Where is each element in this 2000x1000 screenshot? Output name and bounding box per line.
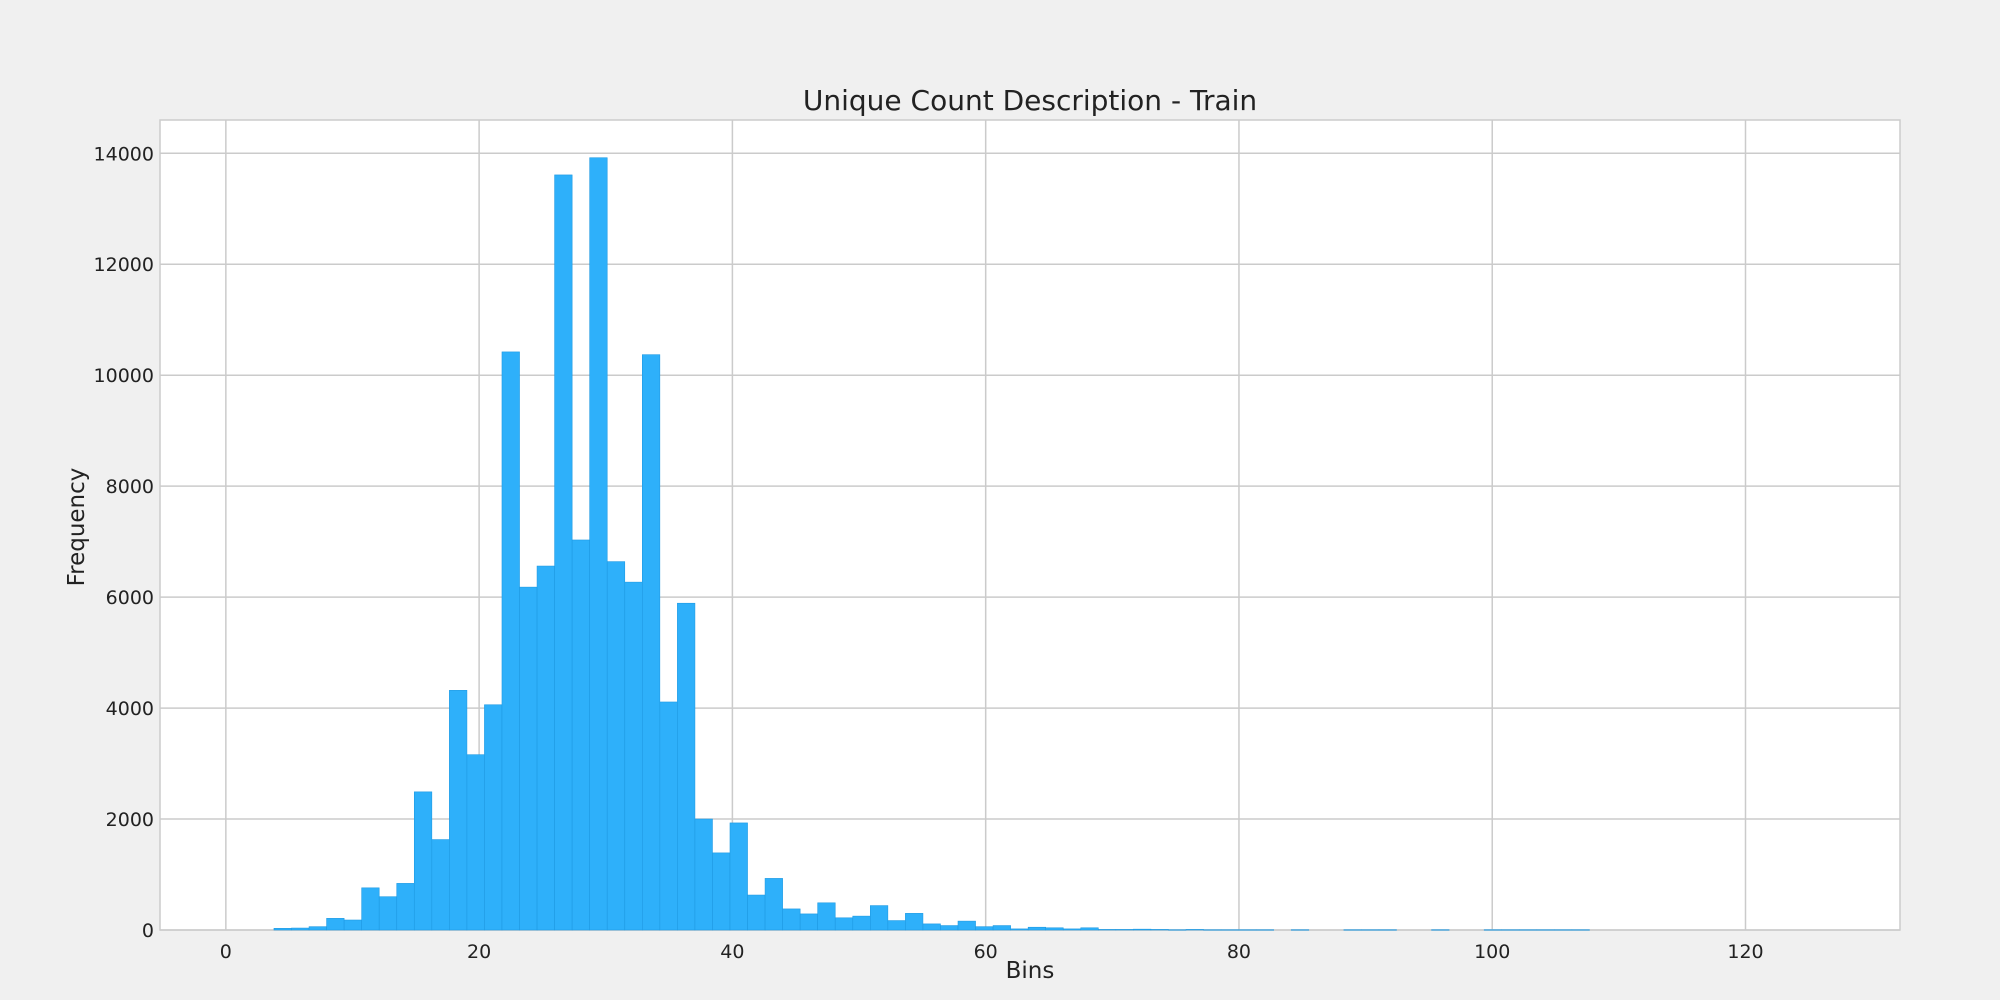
histogram-bar <box>1080 927 1099 931</box>
histogram-bar <box>764 878 783 931</box>
histogram-bar <box>905 913 924 931</box>
y-tick-label: 2000 <box>106 809 154 831</box>
histogram-bar <box>817 902 836 931</box>
x-tick-label: 20 <box>467 941 491 963</box>
histogram-bar <box>940 925 959 931</box>
histogram-bar <box>1115 929 1134 931</box>
histogram-bar <box>1536 929 1555 931</box>
histogram-bar <box>799 913 818 931</box>
histogram-bar <box>519 586 538 931</box>
histogram-bar <box>361 887 380 931</box>
histogram-bar <box>1571 929 1590 931</box>
histogram-bar <box>291 927 310 931</box>
histogram-bar <box>747 894 766 931</box>
histogram-bar <box>975 926 994 931</box>
histogram-bar <box>554 174 573 931</box>
histogram-bar <box>308 926 327 931</box>
histogram-bar <box>852 915 871 931</box>
y-tick-label: 4000 <box>106 698 154 720</box>
histogram-bar <box>922 923 941 931</box>
histogram-bar <box>641 354 661 931</box>
y-tick-label: 10000 <box>94 365 154 387</box>
histogram-bars <box>273 157 1590 931</box>
histogram-bar <box>659 701 678 931</box>
histogram-bar <box>712 852 731 931</box>
histogram-bar <box>501 351 520 931</box>
histogram-bar <box>694 818 713 931</box>
histogram-bar <box>326 918 345 931</box>
histogram-bar <box>1238 929 1257 931</box>
y-axis-label: Frequency <box>64 468 90 587</box>
y-tick-label: 8000 <box>106 476 154 498</box>
histogram-bar <box>1255 929 1275 931</box>
y-tick-label: 6000 <box>106 587 154 609</box>
histogram-bar <box>1501 929 1520 931</box>
histogram-bar <box>1098 929 1117 931</box>
histogram-bar <box>1554 929 1573 931</box>
histogram-bar <box>1290 929 1310 931</box>
chart-title: Unique Count Description - Train <box>803 84 1257 117</box>
x-tick-label: 120 <box>1727 941 1763 963</box>
x-axis-ticks: 0 20 40 60 80 100 120 <box>220 941 1764 963</box>
y-tick-label: 0 <box>142 920 154 942</box>
x-tick-label: 80 <box>1227 941 1251 963</box>
histogram-bar <box>729 822 748 931</box>
histogram-bar <box>834 917 854 931</box>
histogram-bar <box>992 925 1011 931</box>
histogram-bar <box>571 539 590 931</box>
histogram-bar <box>624 581 643 931</box>
histogram-bar <box>413 791 433 931</box>
histogram-bar <box>1062 928 1082 931</box>
histogram-bar <box>343 919 362 931</box>
histogram-bar <box>887 920 906 931</box>
histogram-bar <box>782 908 801 931</box>
histogram-bar <box>431 839 450 931</box>
histogram-bar <box>589 157 608 931</box>
y-tick-label: 12000 <box>94 254 154 276</box>
histogram-bar <box>606 561 626 931</box>
histogram-bar <box>396 883 415 931</box>
histogram-bar <box>536 565 555 931</box>
histogram-bar <box>1185 929 1204 931</box>
histogram-bar <box>677 602 696 931</box>
histogram-bar <box>1483 929 1503 931</box>
histogram-bar <box>449 690 468 931</box>
histogram-bar <box>1518 929 1538 931</box>
x-axis-label: Bins <box>1006 958 1055 984</box>
histogram-bar <box>1361 929 1380 931</box>
x-tick-label: 0 <box>220 941 232 963</box>
histogram-bar <box>378 896 398 931</box>
histogram-bar <box>484 704 503 931</box>
y-axis-ticks: 0 2000 4000 6000 8000 10000 12000 14000 <box>94 143 154 942</box>
histogram-bar <box>1343 929 1362 931</box>
histogram-bar <box>1431 929 1450 931</box>
histogram-bar <box>1045 927 1064 931</box>
x-tick-label: 40 <box>720 941 744 963</box>
histogram-bar <box>466 754 485 931</box>
histogram-bar <box>1168 929 1187 931</box>
histogram-bar <box>870 905 889 931</box>
histogram-bar <box>1220 929 1239 931</box>
x-tick-label: 100 <box>1474 941 1510 963</box>
histogram-bar <box>1027 926 1047 931</box>
y-tick-label: 14000 <box>94 143 154 165</box>
histogram-bar <box>1010 928 1029 931</box>
histogram-bar <box>1378 929 1397 931</box>
histogram-bar <box>1150 929 1169 931</box>
x-tick-label: 60 <box>974 941 998 963</box>
histogram-bar <box>957 920 976 931</box>
histogram-bar <box>1203 929 1222 931</box>
histogram-bar <box>1133 928 1152 931</box>
histogram-bar <box>273 928 292 931</box>
